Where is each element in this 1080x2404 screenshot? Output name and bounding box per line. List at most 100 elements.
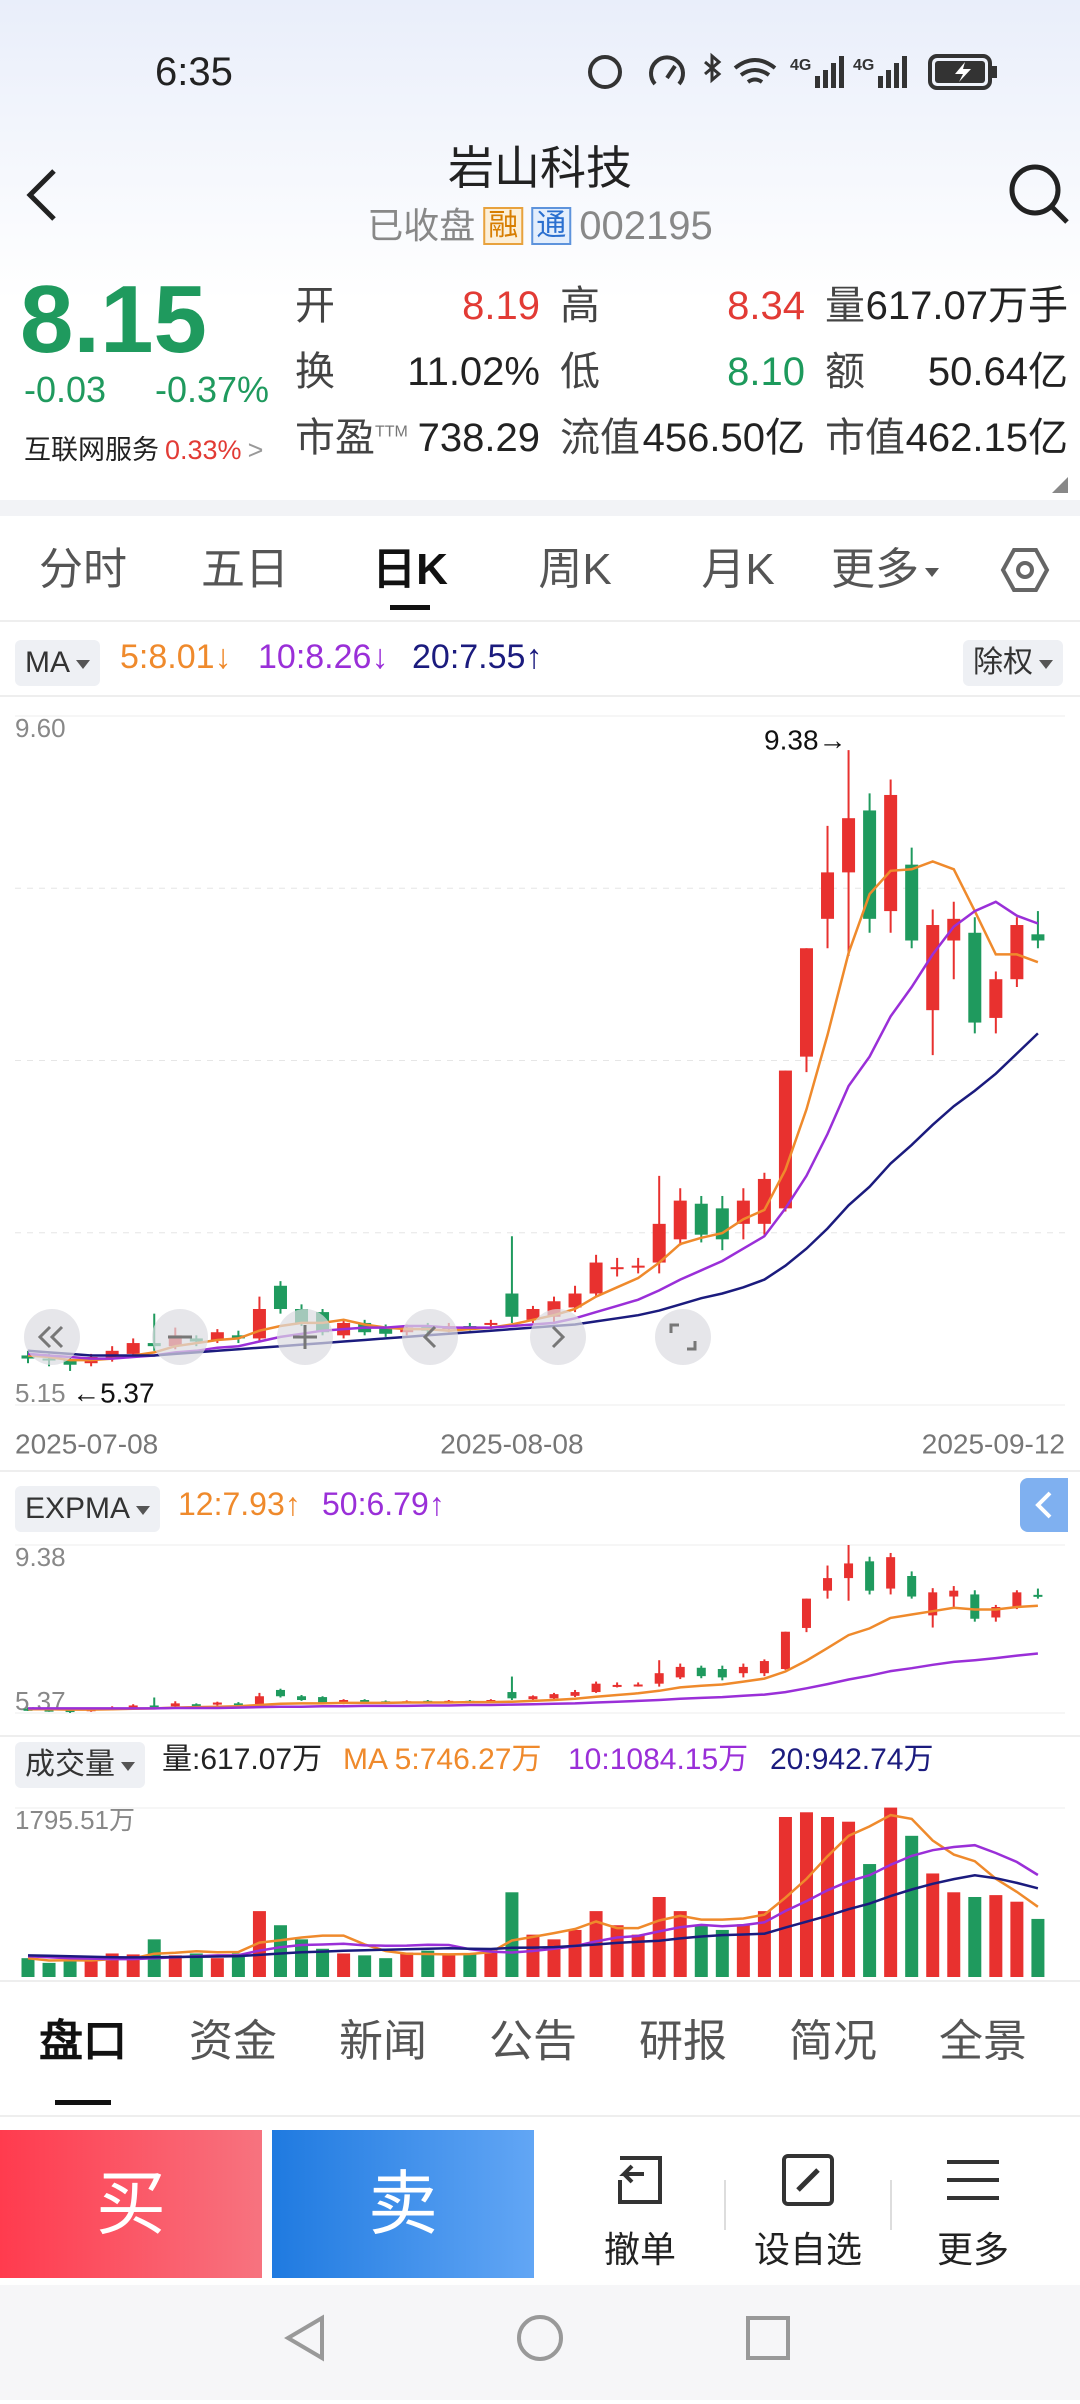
candle-body <box>170 1703 180 1707</box>
period-tab[interactable]: 周K <box>538 545 612 594</box>
volume-bar <box>715 1929 729 1977</box>
status-icons: 4G 4G <box>588 52 997 90</box>
back-button[interactable] <box>22 165 62 225</box>
indicator-select[interactable]: MA <box>15 640 100 686</box>
indicator-name: MA <box>25 646 70 679</box>
detail-tab[interactable]: 公告 <box>489 2017 577 2066</box>
indicator-select[interactable]: EXPMA <box>15 1486 161 1532</box>
volume-bar <box>295 1939 309 1977</box>
indicator-name: 成交量 <box>25 1748 115 1781</box>
adjust-select[interactable]: 除权 <box>963 640 1063 686</box>
candle-body <box>970 1594 980 1619</box>
volume-bar <box>989 1895 1003 1977</box>
candle-body <box>65 1710 75 1713</box>
candle-body <box>275 1689 285 1697</box>
stat-value: 8.10 <box>727 350 805 394</box>
stat-label: 市值 <box>825 416 905 460</box>
stock-subtitle: 已收盘 融 通 002195 <box>367 206 713 246</box>
side-panel-toggle[interactable] <box>1020 1478 1068 1532</box>
clock: 6:35 <box>155 50 233 94</box>
chart-controls <box>24 1309 711 1365</box>
period-tab[interactable]: 月K <box>701 545 775 594</box>
add-watchlist[interactable]: 设自选 <box>753 2229 863 2270</box>
svg-text:4G: 4G <box>790 57 811 74</box>
candle-body <box>549 1694 559 1699</box>
expand-corner[interactable] <box>1050 475 1070 495</box>
period-tab[interactable]: 分时 <box>39 545 127 594</box>
candle-body <box>928 1592 938 1616</box>
candle-body <box>673 1200 687 1240</box>
detail-tab[interactable]: 研报 <box>639 2017 727 2066</box>
period-tab[interactable]: 更多 <box>831 548 939 592</box>
more-menu[interactable]: 更多 <box>936 2229 1010 2270</box>
sector-change: 0.33% <box>165 435 242 465</box>
candle-body <box>633 1684 643 1687</box>
candle-body <box>231 1335 245 1339</box>
sell-button[interactable]: 卖 <box>272 2130 534 2278</box>
volume-bar <box>63 1960 77 1977</box>
volume-bar <box>84 1960 98 1977</box>
detail-tab[interactable]: 盘口 <box>39 2017 127 2066</box>
stat-label: 低 <box>560 350 600 394</box>
stat-label: 高 <box>560 284 600 328</box>
stat-value: 456.50亿 <box>642 416 805 460</box>
volume-bar <box>21 1958 35 1977</box>
candle-body <box>738 1666 748 1674</box>
volume-bar <box>799 1812 813 1977</box>
chevron: > <box>247 435 264 465</box>
nav-back[interactable] <box>284 2314 324 2362</box>
price-change: -0.03 <box>24 369 107 410</box>
nav-home[interactable] <box>517 2315 563 2361</box>
candle-body <box>191 1704 201 1707</box>
indicator-name: EXPMA <box>25 1492 131 1525</box>
indicator-select[interactable]: 成交量 <box>15 1742 145 1788</box>
volume-bar <box>968 1896 982 1977</box>
settings-button[interactable] <box>1000 545 1050 595</box>
candle-body <box>589 1262 603 1294</box>
candle-body <box>568 1293 582 1308</box>
move-left-button[interactable] <box>402 1309 458 1365</box>
search-button[interactable] <box>1005 160 1071 226</box>
fullscreen-button[interactable] <box>655 1309 711 1365</box>
stat-value: 738.29 <box>417 416 540 460</box>
buy-button[interactable]: 买 <box>0 2130 262 2278</box>
candle-body <box>1031 934 1045 941</box>
volume-bar <box>252 1911 266 1977</box>
nav-recent[interactable] <box>746 2316 790 2360</box>
detail-tab[interactable]: 新闻 <box>339 2017 427 2066</box>
stat-value: 8.34 <box>727 284 805 328</box>
detail-tab[interactable]: 全景 <box>939 2017 1027 2066</box>
sector-name: 互联网服务 <box>24 435 159 465</box>
move-right-button[interactable] <box>530 1309 586 1365</box>
detail-tab[interactable]: 资金 <box>189 2017 277 2066</box>
candle-body <box>484 1322 498 1325</box>
market-status: 已收盘 <box>367 205 476 246</box>
candle-body <box>759 1661 769 1674</box>
stat-label: 市盈TTM <box>295 416 408 460</box>
candle-body <box>886 1557 896 1589</box>
candle-body <box>318 1697 328 1703</box>
period-tab[interactable]: 五日 <box>201 545 289 594</box>
volume-bar <box>358 1955 372 1977</box>
volume-bar <box>400 1952 414 1977</box>
candle-body <box>273 1285 287 1310</box>
period-tab[interactable]: 日K <box>372 545 448 594</box>
volume-bar <box>379 1958 393 1977</box>
candle-body <box>842 818 856 873</box>
detail-tab[interactable]: 简况 <box>789 2017 877 2066</box>
sector[interactable]: 互联网服务 0.33% > <box>24 437 263 464</box>
divider <box>0 1735 1080 1737</box>
candle-body <box>780 1631 790 1670</box>
candle-body <box>652 1223 666 1263</box>
legend-item: 50:6.79↑ <box>322 1486 445 1522</box>
ma-line <box>28 1652 1039 1710</box>
nav-icons <box>284 2314 790 2362</box>
candle-body <box>612 1684 622 1687</box>
ma-line <box>27 860 1039 1362</box>
volume-bar <box>884 1807 898 1977</box>
divider <box>0 695 1080 697</box>
adjust-name: 除权 <box>973 646 1033 679</box>
cancel-order[interactable]: 撤单 <box>603 2229 677 2270</box>
volume-bar <box>505 1892 519 1977</box>
candle-body <box>526 1309 540 1320</box>
